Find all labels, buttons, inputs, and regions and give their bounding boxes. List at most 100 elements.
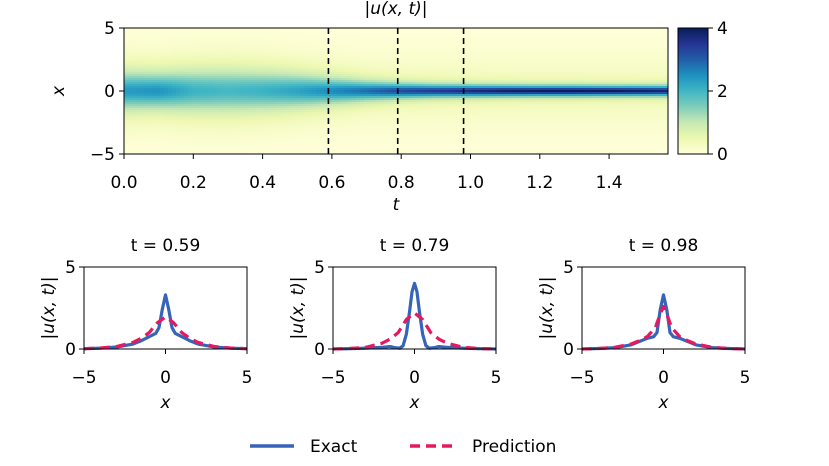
heatmap-cell bbox=[176, 30, 181, 33]
heatmap-cell bbox=[132, 30, 137, 33]
heatmap-cell bbox=[180, 134, 185, 137]
heatmap-cell bbox=[172, 54, 177, 57]
heatmap-cell bbox=[180, 140, 185, 143]
heatmap-cell bbox=[208, 86, 213, 89]
heatmap-cell bbox=[128, 72, 133, 75]
heatmap-cell bbox=[224, 70, 229, 73]
heatmap-cell bbox=[128, 90, 133, 93]
heatmap-cell bbox=[160, 46, 165, 49]
heatmap-cell bbox=[136, 142, 141, 145]
heatmap-cell bbox=[124, 74, 129, 77]
heatmap-cell bbox=[168, 142, 173, 145]
heatmap-cell bbox=[188, 102, 193, 105]
heatmap-cell bbox=[204, 54, 209, 57]
heatmap-cell bbox=[196, 150, 201, 153]
heatmap-cell bbox=[192, 60, 197, 63]
heatmap-cell bbox=[180, 58, 185, 61]
heatmap-cell bbox=[136, 42, 141, 45]
heatmap-cell bbox=[148, 124, 153, 127]
heatmap-cell bbox=[164, 92, 169, 95]
heatmap-cell bbox=[220, 42, 225, 45]
heatmap-cell bbox=[128, 86, 133, 89]
heatmap-cell bbox=[124, 58, 129, 61]
heatmap-cell bbox=[220, 106, 225, 109]
heatmap-cell bbox=[164, 32, 169, 35]
heatmap-cell bbox=[160, 34, 165, 37]
heatmap-cell bbox=[224, 76, 229, 79]
heatmap-cell bbox=[144, 94, 149, 97]
heatmap-cell bbox=[148, 82, 153, 85]
heatmap-cell bbox=[200, 134, 205, 137]
heatmap-cell bbox=[192, 118, 197, 121]
heatmap-cell bbox=[160, 124, 165, 127]
heatmap-cell bbox=[192, 110, 197, 113]
heatmap-cell bbox=[220, 124, 225, 127]
heatmap-cell bbox=[140, 152, 145, 154]
heatmap-cell bbox=[200, 36, 205, 39]
heatmap-cell bbox=[176, 118, 181, 121]
heatmap-cell bbox=[144, 114, 149, 117]
heatmap-cell bbox=[172, 46, 177, 49]
heatmap-cell bbox=[192, 64, 197, 67]
heatmap-cell bbox=[176, 82, 181, 85]
heatmap-cell bbox=[140, 70, 145, 73]
heatmap-cell bbox=[172, 84, 177, 87]
heatmap-cell bbox=[208, 50, 213, 53]
heatmap-cell bbox=[180, 116, 185, 119]
heatmap-cell bbox=[156, 106, 161, 109]
heatmap-cell bbox=[224, 54, 229, 57]
heatmap-cell bbox=[212, 68, 217, 71]
heatmap-cell bbox=[168, 40, 173, 43]
heatmap-cell bbox=[176, 146, 181, 149]
heatmap-cell bbox=[192, 104, 197, 107]
heatmap-cell bbox=[184, 100, 189, 103]
heatmap-cell bbox=[132, 60, 137, 63]
heatmap-cell bbox=[204, 32, 209, 35]
heatmap-cell bbox=[176, 98, 181, 101]
heatmap-cell bbox=[132, 114, 137, 117]
heatmap-cell bbox=[216, 60, 221, 63]
heatmap-cell bbox=[156, 118, 161, 121]
heatmap-cell bbox=[220, 108, 225, 111]
heatmap-cell bbox=[184, 52, 189, 55]
heatmap-cell bbox=[212, 62, 217, 65]
heatmap-cell bbox=[136, 84, 141, 87]
heatmap-cell bbox=[212, 144, 217, 147]
heatmap-cell bbox=[160, 32, 165, 35]
heatmap-cell bbox=[220, 90, 225, 93]
heatmap-cell bbox=[220, 72, 225, 75]
heatmap-cell bbox=[192, 140, 197, 143]
heatmap-cell bbox=[160, 114, 165, 117]
heatmap-cell bbox=[132, 44, 137, 47]
heatmap-cell bbox=[184, 96, 189, 99]
heatmap-cell bbox=[124, 114, 129, 117]
heatmap-cell bbox=[136, 58, 141, 61]
heatmap-cell bbox=[220, 84, 225, 87]
heatmap-cell bbox=[160, 42, 165, 45]
heatmap-cell bbox=[200, 82, 205, 85]
heatmap-cell bbox=[200, 58, 205, 61]
heatmap-cell bbox=[208, 118, 213, 121]
heatmap-cell bbox=[136, 38, 141, 41]
heatmap-cell bbox=[132, 88, 137, 91]
heatmap-cell bbox=[220, 52, 225, 55]
heatmap-cell bbox=[196, 142, 201, 145]
heatmap-cell bbox=[208, 62, 213, 65]
heatmap-cell bbox=[136, 106, 141, 109]
heatmap-cell bbox=[148, 132, 153, 135]
heatmap-cell bbox=[224, 120, 229, 123]
heatmap-cell bbox=[200, 40, 205, 43]
heatmap-cell bbox=[192, 86, 197, 89]
heatmap-cell bbox=[172, 50, 177, 53]
heatmap-cell bbox=[144, 110, 149, 113]
heatmap-cell bbox=[128, 44, 133, 47]
heatmap-cell bbox=[152, 40, 157, 43]
heatmap-cell bbox=[144, 98, 149, 101]
heatmap-cell bbox=[152, 104, 157, 107]
heatmap-cell bbox=[140, 86, 145, 89]
heatmap-cell bbox=[188, 64, 193, 67]
heatmap-cell bbox=[200, 128, 205, 131]
heatmap-cell bbox=[148, 94, 153, 97]
heatmap-cell bbox=[200, 84, 205, 87]
heatmap-cell bbox=[208, 150, 213, 153]
